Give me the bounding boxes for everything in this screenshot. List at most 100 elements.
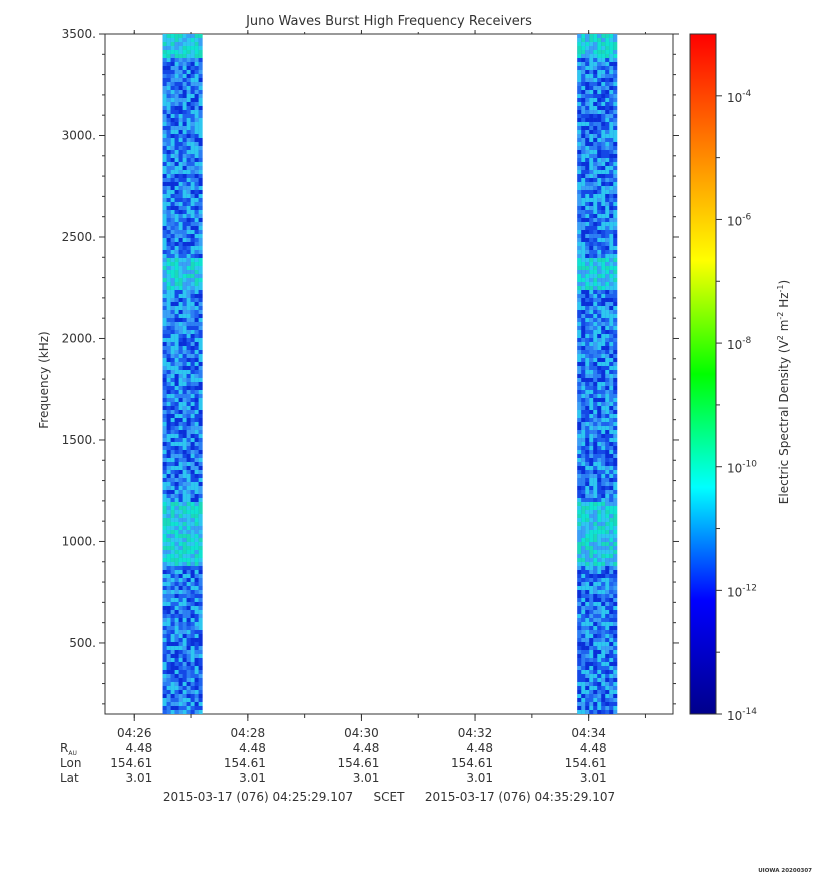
- spectrogram-cell: [194, 626, 199, 630]
- spectrogram-cell: [194, 518, 199, 522]
- spectrogram-cell: [170, 646, 175, 650]
- spectrogram-cell: [162, 338, 167, 342]
- spectrogram-cell: [577, 330, 582, 334]
- spectrogram-cell: [174, 138, 179, 142]
- spectrogram-cell: [589, 306, 594, 310]
- spectrogram-cell: [585, 42, 590, 46]
- spectrogram-cell: [182, 166, 187, 170]
- spectrogram-cell: [166, 530, 171, 534]
- spectrogram-cell: [609, 546, 614, 550]
- spectrogram-cell: [605, 118, 610, 122]
- spectrogram-cell: [170, 86, 175, 90]
- spectrogram-cell: [166, 126, 171, 130]
- spectrogram-cell: [597, 662, 602, 666]
- spectrogram-cell: [198, 662, 203, 666]
- spectrogram-cell: [190, 590, 195, 594]
- spectrogram-cell: [593, 150, 598, 154]
- spectrogram-cell: [170, 690, 175, 694]
- spectrogram-cell: [589, 126, 594, 130]
- spectrogram-cell: [601, 574, 606, 578]
- spectrogram-cell: [182, 534, 187, 538]
- spectrogram-cell: [581, 490, 586, 494]
- spectrogram-cell: [186, 238, 191, 242]
- spectrogram-cell: [190, 282, 195, 286]
- spectrogram-cell: [174, 346, 179, 350]
- spectrogram-cell: [605, 446, 610, 450]
- spectrogram-cell: [166, 566, 171, 570]
- spectrogram-cell: [198, 354, 203, 358]
- spectrogram-cell: [166, 574, 171, 578]
- spectrogram-cell: [601, 694, 606, 698]
- spectrogram-cell: [585, 70, 590, 74]
- spectrogram-cell: [593, 606, 598, 610]
- spectrogram-cell: [601, 318, 606, 322]
- spectrogram-cell: [601, 326, 606, 330]
- spectrogram-cell: [601, 274, 606, 278]
- spectrogram-cell: [585, 126, 590, 130]
- spectrogram-cell: [166, 538, 171, 542]
- spectrogram-cell: [186, 534, 191, 538]
- spectrogram-cell: [166, 58, 171, 62]
- spectrogram-cell: [593, 210, 598, 214]
- spectrogram-cell: [170, 166, 175, 170]
- spectrogram-cell: [581, 398, 586, 402]
- spectrogram-cell: [186, 234, 191, 238]
- spectrogram-cell: [182, 50, 187, 54]
- spectrogram-cell: [593, 462, 598, 466]
- spectrogram-cell: [605, 538, 610, 542]
- spectrogram-cell: [190, 54, 195, 58]
- spectrogram-cell: [170, 422, 175, 426]
- spectrogram-cell: [170, 510, 175, 514]
- spectrogram-cell: [601, 498, 606, 502]
- spectrogram-cell: [585, 322, 590, 326]
- spectrogram-cell: [593, 170, 598, 174]
- spectrogram-cell: [585, 414, 590, 418]
- spectrogram-cell: [166, 422, 171, 426]
- spectrogram-cell: [170, 338, 175, 342]
- spectrogram-cell: [170, 626, 175, 630]
- spectrogram-cell: [613, 666, 618, 670]
- spectrogram-cell: [178, 234, 183, 238]
- spectrogram-cell: [182, 278, 187, 282]
- spectrogram-cell: [170, 122, 175, 126]
- spectrogram-cell: [589, 550, 594, 554]
- spectrogram-cell: [178, 102, 183, 106]
- spectrogram-cell: [597, 258, 602, 262]
- spectrogram-cell: [585, 54, 590, 58]
- spectrogram-cell: [170, 514, 175, 518]
- spectrogram-cell: [581, 98, 586, 102]
- spectrogram-cell: [597, 82, 602, 86]
- spectrogram-cell: [589, 222, 594, 226]
- spectrogram-cell: [597, 262, 602, 266]
- spectrogram-cell: [581, 306, 586, 310]
- spectrogram-cell: [601, 118, 606, 122]
- spectrogram-cell: [585, 122, 590, 126]
- spectrogram-cell: [186, 582, 191, 586]
- spectrogram-cell: [585, 230, 590, 234]
- spectrogram-cell: [581, 678, 586, 682]
- spectrogram-cell: [170, 606, 175, 610]
- spectrogram-cell: [601, 138, 606, 142]
- spectrogram-cell: [190, 346, 195, 350]
- spectrogram-cell: [589, 106, 594, 110]
- spectrogram-cell: [597, 66, 602, 70]
- spectrogram-cell: [166, 286, 171, 290]
- spectrogram-cell: [198, 198, 203, 202]
- spectrogram-cell: [601, 462, 606, 466]
- spectrogram-cell: [194, 586, 199, 590]
- spectrogram-cell: [182, 662, 187, 666]
- spectrogram-cell: [190, 334, 195, 338]
- spectrogram-cell: [593, 354, 598, 358]
- spectrogram-cell: [597, 614, 602, 618]
- spectrogram-cell: [609, 530, 614, 534]
- spectrogram-cell: [597, 638, 602, 642]
- spectrogram-cell: [166, 698, 171, 702]
- spectrogram-cell: [166, 414, 171, 418]
- spectrogram-cell: [589, 346, 594, 350]
- spectrogram-cell: [581, 62, 586, 66]
- spectrogram-cell: [613, 234, 618, 238]
- spectrogram-cell: [198, 450, 203, 454]
- spectrogram-cell: [198, 386, 203, 390]
- spectrogram-cell: [605, 214, 610, 218]
- spectrogram-cell: [194, 538, 199, 542]
